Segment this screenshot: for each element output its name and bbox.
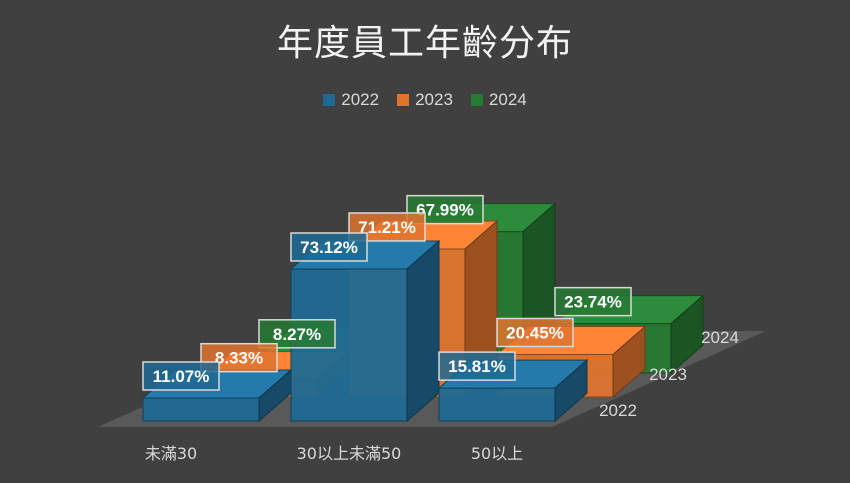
legend-label-2023: 2023 bbox=[415, 90, 453, 109]
bar-side-2024-2 bbox=[670, 294, 704, 375]
legend-label-2022: 2022 bbox=[341, 90, 380, 109]
data-label-box-2022-2 bbox=[438, 351, 516, 381]
chart-title: 年度員工年齡分布 bbox=[276, 23, 573, 64]
bar-front-2022-0 bbox=[142, 397, 260, 422]
legend-swatch-2022 bbox=[323, 94, 336, 106]
category-label-2: 50以上 bbox=[471, 444, 523, 463]
legend-swatch-2023 bbox=[397, 94, 410, 106]
legend-item-2024: 2024 bbox=[470, 90, 527, 110]
data-label-2023-0: 8.33% bbox=[215, 349, 263, 368]
chart-legend: 2022 2023 2024 bbox=[0, 90, 850, 110]
bar-side-2022-2 bbox=[554, 359, 588, 423]
category-label-0: 未滿30 bbox=[145, 444, 197, 463]
data-label-2023-2: 20.45% bbox=[506, 323, 564, 342]
bar-side-2022-1 bbox=[406, 239, 440, 423]
data-label-2024-1: 67.99% bbox=[416, 201, 474, 220]
data-label-box-2024-2 bbox=[554, 286, 632, 317]
bar-side-2023-2 bbox=[612, 325, 646, 399]
data-label-2024-2: 23.74% bbox=[564, 293, 622, 312]
data-label-2024-0: 8.27% bbox=[273, 325, 321, 344]
data-label-box-2022-1 bbox=[290, 232, 368, 262]
legend-item-2023: 2023 bbox=[397, 90, 453, 110]
data-label-2022-2: 15.81% bbox=[448, 357, 506, 376]
legend-label-2024: 2024 bbox=[488, 90, 527, 109]
depth-label-2024: 2024 bbox=[701, 328, 739, 347]
bar-front-2022-2 bbox=[438, 387, 556, 422]
legend-swatch-2024 bbox=[470, 94, 483, 106]
legend-item-2022: 2022 bbox=[323, 90, 379, 110]
depth-label-2022: 2022 bbox=[599, 401, 637, 420]
category-label-1: 30以上未滿50 bbox=[297, 444, 402, 463]
depth-label-2023: 2023 bbox=[649, 365, 687, 384]
data-label-box-2023-2 bbox=[496, 317, 574, 348]
data-label-2023-1: 71.21% bbox=[358, 218, 416, 237]
data-label-2022-0: 11.07% bbox=[153, 367, 210, 386]
data-label-box-2022-0 bbox=[142, 361, 220, 391]
data-label-2022-1: 73.12% bbox=[300, 238, 358, 257]
